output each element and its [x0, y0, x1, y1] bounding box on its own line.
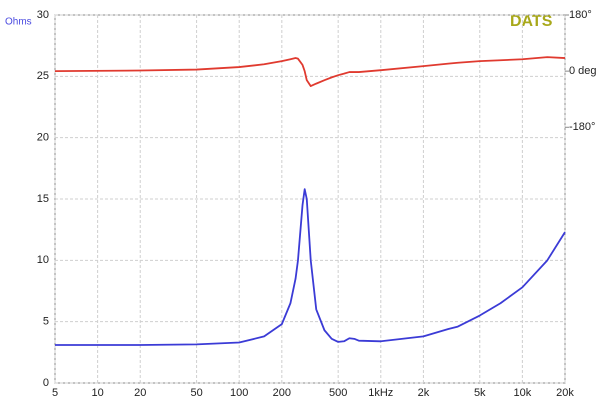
- y-tick-label: 30: [37, 9, 49, 21]
- line-series: [54, 56, 566, 88]
- x-tick-label: 20k: [556, 387, 574, 399]
- y-axis-label: Ohms: [5, 17, 32, 28]
- x-tick-label: 50: [190, 387, 202, 399]
- chart-title: DATS: [510, 13, 553, 30]
- x-tick-label: 5k: [474, 387, 486, 399]
- y-tick-label: 5: [43, 316, 49, 328]
- x-tick-label: 1kHz: [368, 387, 393, 399]
- y2-tick-label: 0 deg: [569, 65, 597, 77]
- y-tick-label: 20: [37, 132, 49, 144]
- y-tick-label: 15: [37, 193, 49, 205]
- y2-tick-label: 180°: [569, 9, 592, 21]
- x-tick-label: 10: [91, 387, 103, 399]
- x-tick-label: 2k: [418, 387, 430, 399]
- y-tick-label: 10: [37, 254, 49, 266]
- y-tick-label: 25: [37, 70, 49, 82]
- y-tick-label: 0: [43, 377, 49, 389]
- x-tick-label: 20: [134, 387, 146, 399]
- x-tick-label: 100: [230, 387, 248, 399]
- line-series: [55, 188, 566, 346]
- x-tick-label: 200: [273, 387, 291, 399]
- x-tick-label: 500: [329, 387, 347, 399]
- y2-tick-label: -180°: [569, 121, 595, 133]
- x-tick-label: 10k: [514, 387, 532, 399]
- x-tick-label: 5: [52, 387, 58, 399]
